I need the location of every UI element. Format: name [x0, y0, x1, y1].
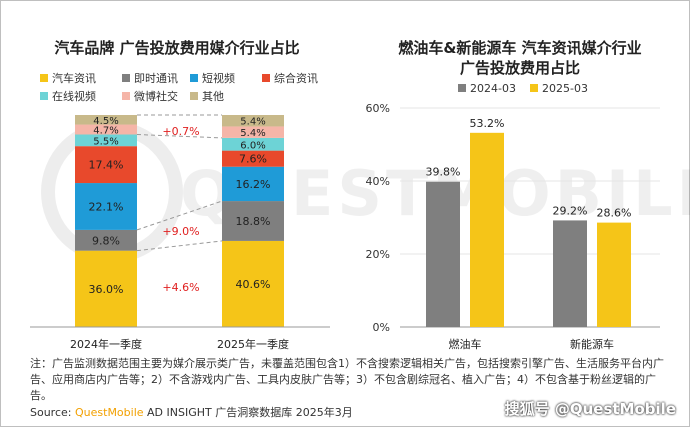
- segment-label-0-2: 22.1%: [89, 200, 124, 213]
- left-legend-item-5: 微博社交: [122, 88, 178, 104]
- segment-label-1-4: 6.0%: [240, 140, 265, 151]
- right-legend: 2024-03 2025-03: [458, 82, 658, 98]
- right-chart-title-line1: 燃油车&新能源车 汽车资讯媒介行业: [398, 39, 642, 57]
- stack-segment-1-3: [222, 150, 284, 167]
- legend-label: 2025-03: [542, 82, 588, 95]
- segment-label-0-1: 9.8%: [92, 234, 120, 247]
- right-x-label-0: 燃油车: [449, 337, 482, 351]
- footer-mark: @QuestMobile: [554, 400, 676, 418]
- left-legend-item-6: 其他: [190, 88, 224, 104]
- legend-swatch: [190, 92, 198, 100]
- stack-segment-1-0: [222, 240, 284, 327]
- right-legend-item-1: 2025-03: [530, 82, 588, 95]
- stack-segment-1-4: [222, 137, 284, 151]
- source-rest: AD INSIGHT 广告洞察数据库 2025年3月: [143, 406, 353, 419]
- annotation-im: +9.0%: [162, 225, 199, 238]
- legend-label: 综合资讯: [274, 72, 318, 85]
- segment-label-0-6: 4.5%: [93, 116, 118, 127]
- legend-swatch: [122, 74, 130, 82]
- footer-logo: 搜狐号: [504, 400, 550, 418]
- source-label: Source:: [30, 406, 72, 419]
- segment-label-1-6: 5.4%: [240, 117, 265, 128]
- stack-segment-0-4: [75, 134, 137, 147]
- legend-label: 2024-03: [470, 82, 516, 95]
- legend-swatch: [40, 92, 48, 100]
- stack-segment-1-1: [222, 201, 284, 241]
- left-legend-item-0: 汽车资讯: [40, 70, 96, 86]
- legend-label: 在线视频: [52, 90, 96, 103]
- right-legend-item-0: 2024-03: [458, 82, 516, 95]
- stack-segment-0-3: [75, 146, 137, 184]
- left-legend-item-4: 在线视频: [40, 88, 96, 104]
- right-y-tick-3: 60%: [366, 102, 390, 115]
- legend-swatch: [262, 74, 270, 82]
- legend-label: 微博社交: [134, 90, 178, 103]
- right-bar-0-0: [426, 181, 460, 327]
- stack-segment-0-1: [75, 229, 137, 251]
- right-chart-title-line2: 广告投放费用占比: [459, 59, 580, 77]
- segment-label-1-0: 40.6%: [236, 278, 271, 291]
- right-bar-label-1-1: 28.6%: [597, 207, 632, 220]
- segment-label-1-3: 7.6%: [239, 153, 267, 166]
- annotation-autonews: +4.6%: [162, 281, 199, 294]
- stack-segment-1-2: [222, 166, 284, 202]
- right-x-label-1: 新能源车: [570, 337, 614, 351]
- left-legend: 汽车资讯 即时通讯 短视频 综合资讯在线视频 微博社交 其他: [40, 70, 360, 110]
- legend-swatch: [530, 84, 538, 92]
- legend-swatch: [190, 74, 198, 82]
- stack-segment-0-0: [75, 250, 137, 327]
- stack-segment-1-5: [222, 126, 284, 138]
- source-line: Source: QuestMobile AD INSIGHT 广告洞察数据库 2…: [30, 404, 353, 420]
- footnote: 注：广告监测数据范围主要为媒介展示类广告，未覆盖范围包含1）不含搜索逻辑相关广告…: [30, 357, 664, 402]
- stack-segment-0-6: [75, 115, 137, 125]
- source-brand: QuestMobile: [75, 406, 144, 419]
- segment-label-0-3: 17.4%: [89, 159, 124, 172]
- left-legend-item-1: 即时通讯: [122, 70, 178, 86]
- segment-label-0-0: 36.0%: [89, 283, 124, 296]
- right-bar-label-0-1: 53.2%: [470, 117, 505, 130]
- segment-label-0-5: 4.7%: [93, 126, 118, 137]
- left-chart-title: 汽车品牌 广告投放费用媒介行业占比: [54, 39, 300, 57]
- segment-label-1-5: 5.4%: [240, 128, 265, 139]
- connector-weibo-bottom: [136, 134, 223, 139]
- stack-segment-0-5: [75, 124, 137, 135]
- legend-label: 即时通讯: [134, 72, 178, 85]
- legend-label: 短视频: [202, 72, 235, 85]
- right-y-tick-2: 40%: [366, 175, 390, 188]
- segment-label-1-1: 18.8%: [236, 215, 271, 228]
- legend-label: 其他: [202, 90, 224, 103]
- segment-label-0-4: 5.5%: [93, 136, 118, 147]
- right-bar-label-0-0: 39.8%: [426, 166, 461, 179]
- right-y-tick-0: 0%: [373, 321, 390, 334]
- left-x-label-0: 2024年一季度: [70, 337, 142, 351]
- legend-label: 汽车资讯: [52, 72, 96, 85]
- stack-segment-0-2: [75, 183, 137, 230]
- right-bar-0-1: [470, 132, 504, 327]
- left-x-label-1: 2025年一季度: [217, 337, 289, 351]
- right-y-tick-1: 20%: [366, 248, 390, 261]
- legend-swatch: [122, 92, 130, 100]
- connector-news-top: [136, 240, 223, 252]
- legend-swatch: [40, 74, 48, 82]
- legend-swatch: [458, 84, 466, 92]
- segment-label-1-2: 16.2%: [236, 178, 271, 191]
- connector-im-top: [136, 200, 223, 231]
- annotation-weibo: +0.7%: [162, 125, 199, 138]
- right-bar-1-0: [553, 220, 587, 327]
- left-legend-item-2: 短视频: [190, 70, 235, 86]
- right-bar-1-1: [597, 222, 631, 327]
- right-bar-label-1-0: 29.2%: [553, 204, 588, 217]
- left-legend-item-3: 综合资讯: [262, 70, 318, 86]
- stack-segment-1-6: [222, 115, 284, 127]
- footer-watermark: 搜狐号 @QuestMobile: [505, 398, 676, 419]
